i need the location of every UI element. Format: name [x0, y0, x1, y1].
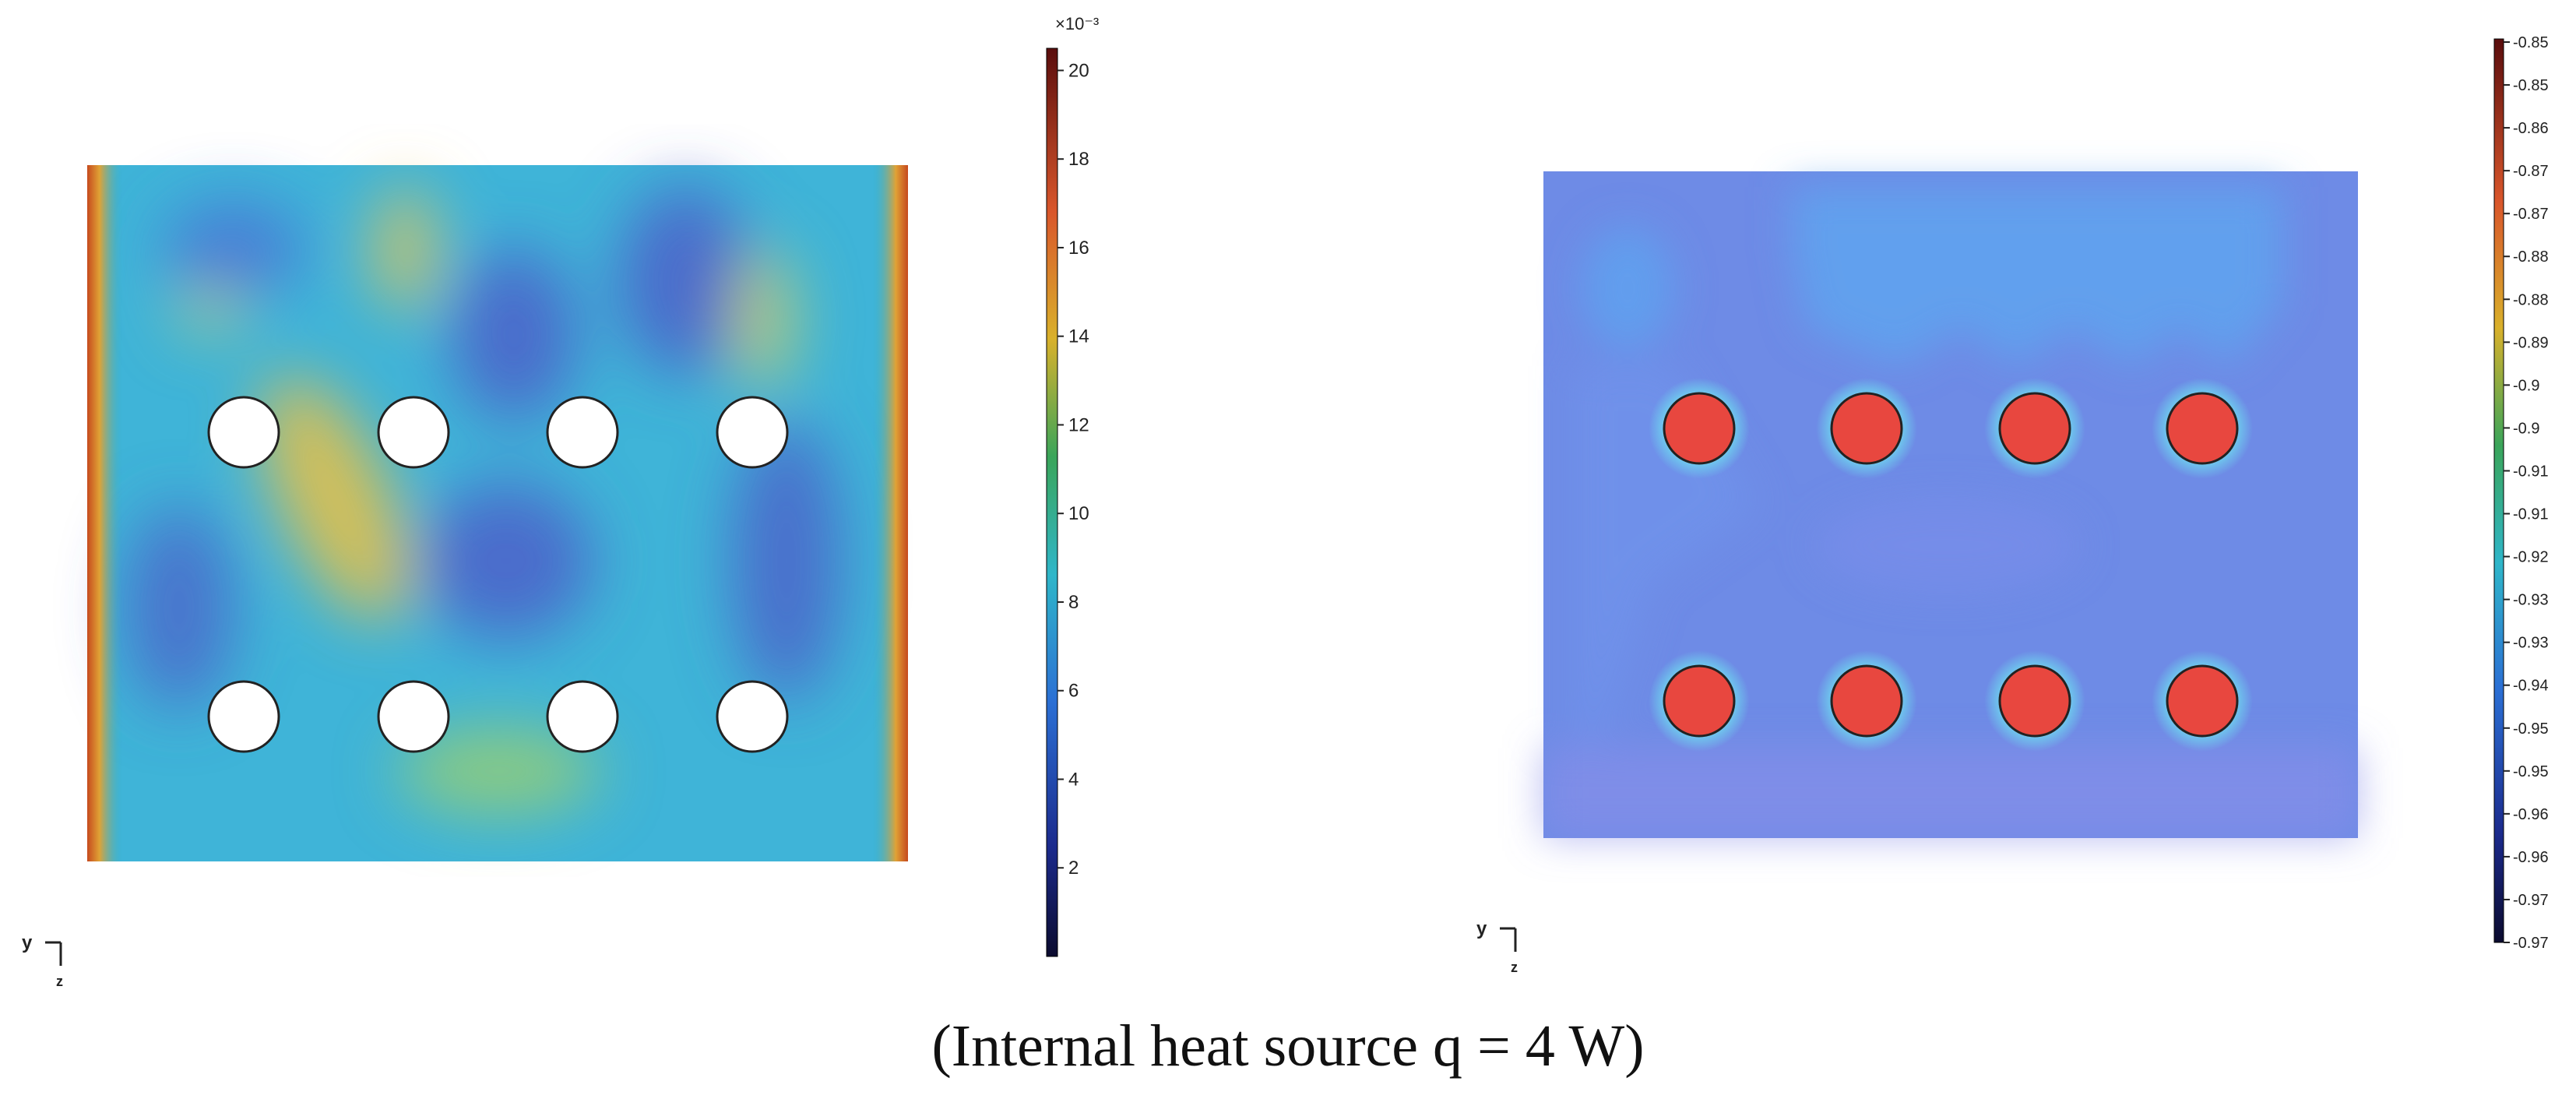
left-obstacle-r1-c2 [377, 396, 450, 469]
right-obstacle-r1-c4 [2166, 392, 2239, 465]
right-colorbar-tick-label: -0.91 [2513, 506, 2549, 523]
left-colorbar [1046, 48, 1058, 957]
right-obstacle-r2-c2 [1830, 664, 1903, 738]
right-colorbar-tick-label: -0.88 [2513, 291, 2549, 308]
right-colorbar-tick-label: -0.85 [2513, 77, 2549, 94]
right-colorbar-tick-label: -0.86 [2513, 120, 2549, 137]
svg-text:y: y [22, 932, 33, 953]
right-obstacle-r2-c4 [2166, 664, 2239, 738]
left-colorbar-tick-label: 2 [1068, 858, 1079, 879]
right-colorbar-tick-label: -0.88 [2513, 248, 2549, 266]
left-obstacle-r1-c3 [546, 396, 619, 469]
right-obstacle-r1-c2 [1830, 392, 1903, 465]
left-field-blobs [125, 187, 841, 814]
right-colorbar-tick-label: -0.96 [2513, 806, 2549, 823]
right-colorbar-tick-label: -0.89 [2513, 334, 2549, 351]
left-obstacle-r2-c2 [377, 680, 450, 753]
left-colorbar-exponent: ×10⁻³ [1055, 14, 1099, 33]
svg-text:y: y [1476, 918, 1487, 939]
right-colorbar-tick-label: -0.92 [2513, 549, 2549, 566]
left-colorbar-tick-label: 14 [1068, 326, 1089, 347]
left-colorbar-tick-label: 6 [1068, 681, 1079, 702]
svg-text:z: z [56, 974, 63, 989]
left-obstacle-r2-c1 [207, 680, 280, 753]
right-colorbar-tick-label: -0.95 [2513, 763, 2549, 780]
left-colorbar-tick-label: 12 [1068, 414, 1089, 435]
right-colorbar-tick-label: -0.93 [2513, 635, 2549, 652]
left-colorbar-tick-label: 20 [1068, 60, 1089, 81]
right-colorbar [2493, 38, 2504, 943]
left-colorbar-tick-label: 16 [1068, 238, 1089, 259]
right-obstacle-r1-c3 [1998, 392, 2071, 465]
left-axis-triad: y z [22, 932, 63, 989]
right-colorbar-tick-label: -0.96 [2513, 849, 2549, 866]
left-colorbar-tick-label: 18 [1068, 149, 1089, 170]
right-colorbar-tick-label: -0.87 [2513, 206, 2549, 223]
left-colorbar-tick-label: 4 [1068, 769, 1079, 790]
right-colorbar-tick-label: -0.9 [2513, 420, 2539, 437]
left-obstacle-r1-c1 [207, 396, 280, 469]
left-colorbar-tick-label: 8 [1068, 592, 1079, 613]
left-obstacle-r1-c4 [716, 396, 789, 469]
left-colorbar-tick-label: 10 [1068, 503, 1089, 524]
left-heatmap-panel: ×10⁻³ 2 4 6 8 10 12 14 16 18 20 y z [22, 14, 1099, 989]
right-colorbar-tick-label: -0.85 [2513, 34, 2549, 51]
left-obstacle-r2-c3 [546, 680, 619, 753]
right-colorbar-tick-label: -0.87 [2513, 163, 2549, 180]
right-colorbar-tick-label: -0.91 [2513, 463, 2549, 480]
right-colorbar-tick-label: -0.97 [2513, 892, 2549, 909]
right-obstacle-r1-c1 [1663, 392, 1736, 465]
figure-caption: (Internal heat source q = 4 W) [931, 1013, 1645, 1079]
right-obstacle-r2-c3 [1998, 664, 2071, 738]
left-obstacle-r2-c4 [716, 680, 789, 753]
right-obstacle-r2-c1 [1663, 664, 1736, 738]
right-field-blobs [1543, 187, 2358, 838]
right-colorbar-tick-label: -0.93 [2513, 592, 2549, 609]
right-colorbar-tick-label: -0.95 [2513, 720, 2549, 738]
right-colorbar-tick-label: -0.94 [2513, 678, 2549, 695]
right-colorbar-tick-label: -0.9 [2513, 377, 2539, 394]
svg-text:z: z [1511, 960, 1518, 975]
right-axis-triad: y z [1476, 918, 1518, 975]
right-heatmap-panel: -0.85 -0.85 -0.86 -0.87 -0.87 -0.88 -0.88 -0.89… [1476, 34, 2549, 975]
right-colorbar-tick-label: -0.97 [2513, 935, 2549, 952]
